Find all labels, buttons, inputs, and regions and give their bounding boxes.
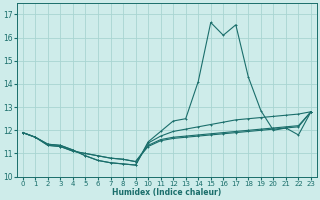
X-axis label: Humidex (Indice chaleur): Humidex (Indice chaleur) — [112, 188, 221, 197]
